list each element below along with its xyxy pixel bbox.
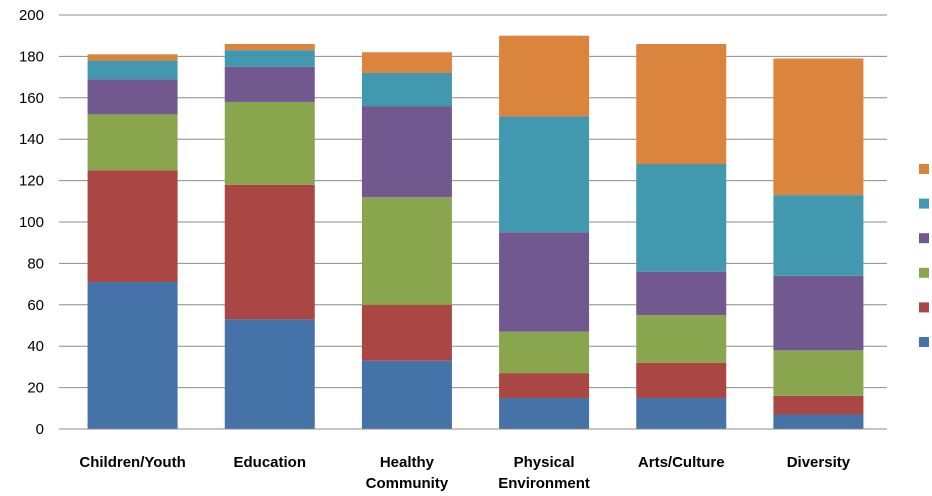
bar-segment	[499, 232, 590, 332]
y-tick-label: 200	[19, 7, 44, 24]
x-tick-label: Physical Environment	[498, 454, 590, 492]
legend-swatch	[919, 337, 929, 347]
legend-swatch	[919, 233, 929, 244]
bar-segment	[499, 116, 590, 233]
bar-segment	[361, 72, 452, 107]
x-tick-label: Education	[233, 454, 306, 471]
bar-segment	[87, 282, 178, 429]
legend-swatch	[919, 267, 929, 278]
bar-segment	[773, 275, 864, 351]
legend	[919, 164, 929, 347]
x-tick-label: Healthy Community	[366, 454, 449, 492]
y-tick-label: 40	[27, 338, 44, 355]
x-tick-label: Diversity	[787, 454, 851, 471]
bar-segment	[224, 66, 315, 102]
bar-segment	[87, 170, 178, 283]
bar-segment	[224, 43, 315, 51]
bar-segment	[224, 319, 315, 429]
bar-segment	[224, 101, 315, 185]
bar-segment	[773, 414, 864, 429]
bar-segment	[87, 54, 178, 61]
legend-swatch	[919, 302, 929, 313]
y-tick-label: 60	[27, 297, 44, 314]
bar-segment	[636, 43, 727, 165]
bar-segment	[87, 114, 178, 171]
bar-segment	[773, 350, 864, 396]
bar-segment	[636, 362, 727, 398]
bars	[87, 35, 864, 429]
bar-segment	[773, 58, 864, 196]
bar-segment	[499, 35, 590, 117]
gridlines	[64, 14, 887, 389]
bar-segment	[636, 315, 727, 363]
bar-segment	[361, 197, 452, 305]
bar-segment	[361, 52, 452, 73]
x-tick-label: Children/Youth	[79, 454, 185, 471]
bar-segment	[87, 79, 178, 115]
bar-segment	[636, 164, 727, 272]
y-axis-ticks: 0 20 40 60 80 100 120 140 160 180 200	[19, 7, 64, 438]
bar-segment	[361, 304, 452, 361]
x-axis-labels: Children/Youth Education Healthy Community P…	[79, 454, 850, 492]
y-tick-label: 100	[19, 214, 44, 231]
y-tick-label: 140	[19, 131, 44, 148]
legend-swatch	[919, 164, 929, 174]
y-tick-label: 0	[36, 421, 44, 438]
y-tick-label: 160	[19, 90, 44, 107]
bar-segment	[361, 360, 452, 429]
bar-segment	[499, 397, 590, 429]
y-tick-label: 120	[19, 173, 44, 190]
bar-segment	[773, 395, 864, 415]
bar-segment	[499, 373, 590, 398]
bar-segment	[499, 331, 590, 374]
y-tick-label: 20	[27, 380, 44, 397]
y-tick-label: 180	[19, 48, 44, 65]
y-tick-label: 80	[27, 255, 44, 272]
bar-segment	[636, 397, 727, 429]
legend-swatch	[919, 198, 929, 209]
bar-segment	[773, 195, 864, 276]
bar-segment	[87, 60, 178, 80]
x-tick-label: Arts/Culture	[638, 454, 725, 471]
bar-segment	[636, 271, 727, 316]
bar-segment	[361, 106, 452, 198]
bar-segment	[224, 50, 315, 67]
bar-segment	[224, 184, 315, 320]
